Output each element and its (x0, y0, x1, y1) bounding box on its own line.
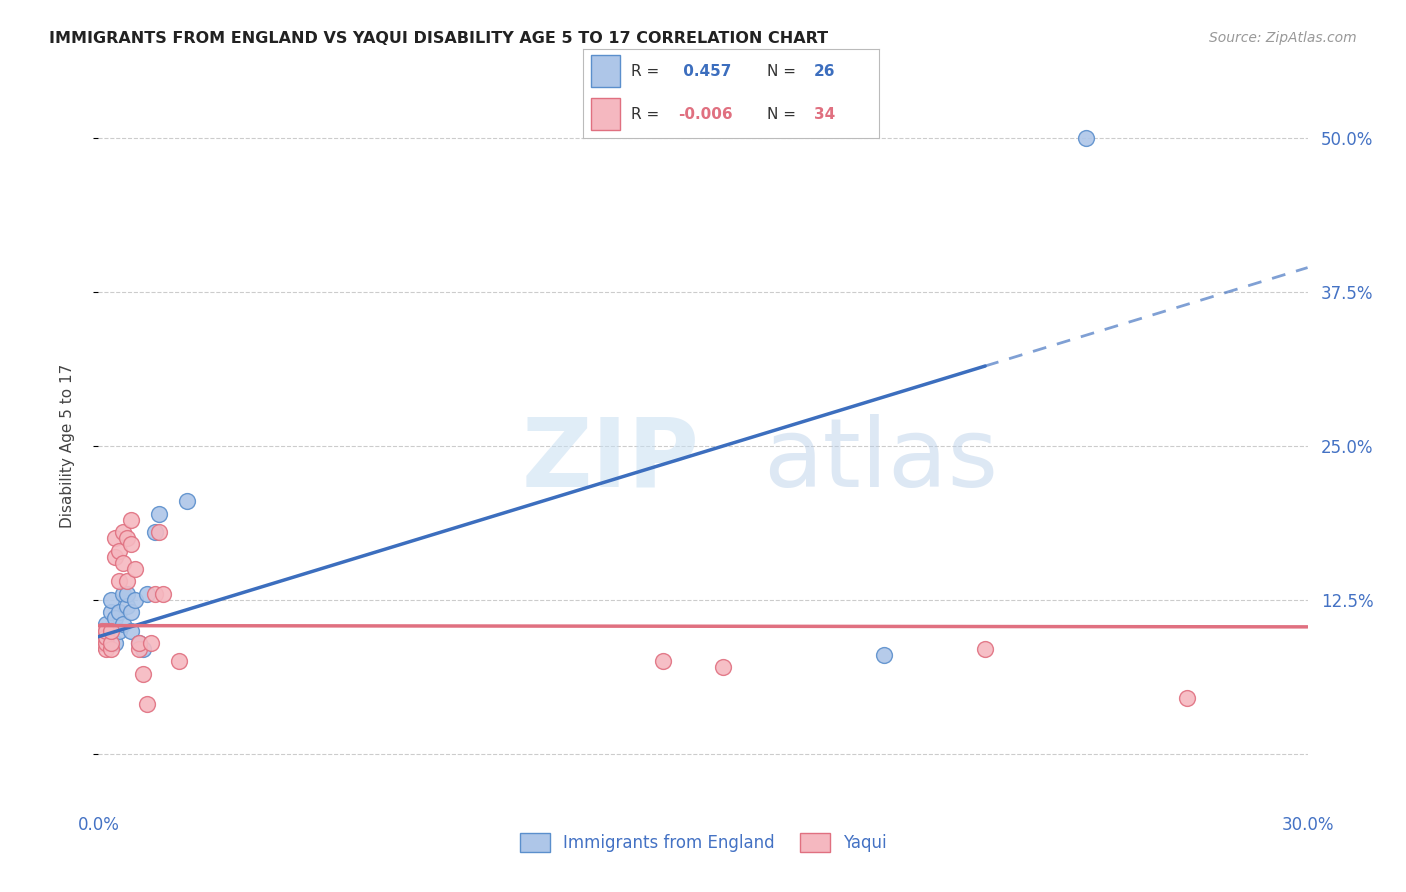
Point (91, 624, 114, 638)
Point (974, 642, 997, 657)
Point (107, 543, 129, 558)
Point (120, 537, 142, 551)
Point (132, 666, 155, 681)
Point (103, 636, 125, 650)
Point (100, 636, 122, 650)
Text: IMMIGRANTS FROM ENGLAND VS YAQUI DISABILITY AGE 5 TO 17 CORRELATION CHART: IMMIGRANTS FROM ENGLAND VS YAQUI DISABIL… (49, 31, 828, 46)
Point (128, 642, 150, 657)
Point (111, 525, 134, 540)
Point (103, 531, 125, 545)
Point (120, 605, 142, 619)
Point (107, 574, 129, 589)
Y-axis label: Disability Age 5 to 17: Disability Age 5 to 17 (60, 364, 75, 528)
Point (96, 642, 118, 657)
Point (91, 630, 114, 644)
Point (148, 525, 170, 540)
Point (1175, 691, 1198, 706)
Point (96, 617, 118, 632)
Legend: Immigrants from England, Yaqui: Immigrants from England, Yaqui (513, 826, 893, 859)
Text: Source: ZipAtlas.com: Source: ZipAtlas.com (1209, 31, 1357, 45)
Point (124, 562, 146, 576)
Point (91, 636, 114, 650)
Point (152, 587, 174, 601)
Text: 26: 26 (814, 64, 835, 78)
Point (128, 636, 150, 650)
Point (651, 654, 673, 668)
FancyBboxPatch shape (591, 98, 620, 130)
Point (167, 654, 190, 668)
Text: ZIP: ZIP (522, 414, 700, 507)
Point (124, 592, 146, 607)
Point (120, 624, 142, 638)
Point (143, 525, 166, 540)
Point (1074, 131, 1097, 145)
Point (132, 642, 155, 657)
Point (107, 624, 129, 638)
Point (120, 513, 142, 527)
Point (96, 630, 118, 644)
Point (135, 587, 157, 601)
Point (96, 630, 118, 644)
Point (96, 636, 118, 650)
Point (143, 587, 166, 601)
Point (115, 599, 138, 613)
Point (111, 556, 134, 570)
Point (115, 587, 138, 601)
Text: -0.006: -0.006 (678, 107, 733, 121)
Text: R =: R = (631, 107, 659, 121)
Point (100, 624, 122, 638)
Point (103, 549, 125, 564)
Point (176, 494, 198, 508)
Text: R =: R = (631, 64, 659, 78)
Text: atlas: atlas (763, 414, 998, 507)
Point (96, 624, 118, 638)
Point (115, 574, 138, 589)
Point (148, 507, 170, 521)
Point (115, 531, 138, 545)
Point (711, 660, 734, 674)
Point (91, 624, 114, 638)
Point (91, 636, 114, 650)
Point (111, 617, 134, 632)
Text: 34: 34 (814, 107, 835, 121)
Point (135, 698, 157, 712)
Point (103, 611, 125, 625)
Point (111, 587, 134, 601)
Text: N =: N = (766, 107, 796, 121)
FancyBboxPatch shape (591, 55, 620, 87)
Point (107, 605, 129, 619)
Point (139, 636, 162, 650)
Point (128, 636, 150, 650)
Point (100, 642, 122, 657)
Point (100, 605, 122, 619)
Point (873, 648, 896, 662)
Point (100, 592, 122, 607)
Text: 0.457: 0.457 (678, 64, 731, 78)
Text: N =: N = (766, 64, 796, 78)
Point (100, 624, 122, 638)
